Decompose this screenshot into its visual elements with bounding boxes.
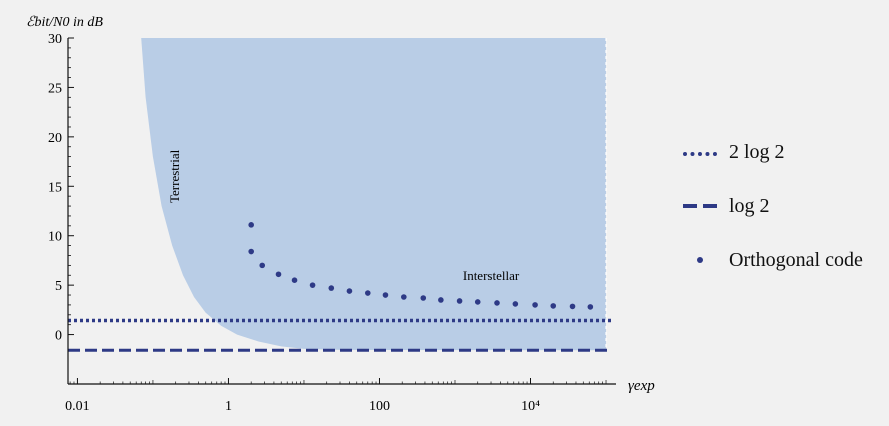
region-label-terrestrial: Terrestrial: [167, 149, 182, 203]
point-orthogonal-6: [328, 285, 335, 291]
y-tick-label-10: 10: [48, 230, 62, 245]
point-orthogonal-20: [587, 304, 594, 310]
point-orthogonal-12: [438, 297, 444, 303]
region-label-interstellar: Interstellar: [463, 268, 520, 283]
point-orthogonal-0: [248, 222, 254, 228]
point-orthogonal-8: [364, 290, 371, 296]
x-tick-label: 10⁴: [521, 399, 540, 414]
point-orthogonal-10: [401, 294, 407, 300]
x-tick-label: 1: [225, 399, 232, 414]
point-orthogonal-5: [309, 282, 316, 288]
legend-item-log2: log 2: [683, 192, 883, 220]
point-orthogonal-7: [346, 288, 353, 294]
point-orthogonal-16: [512, 301, 519, 307]
y-tick-label-5: 5: [55, 279, 62, 294]
legend-label-orthogonal: Orthogonal code: [729, 248, 863, 271]
y-tick-label-25: 25: [48, 81, 62, 96]
x-tick-label: 100: [369, 399, 390, 414]
point-orthogonal-11: [420, 295, 427, 301]
legend-item-orthogonal: Orthogonal code: [683, 246, 883, 274]
y-tick-label-20: 20: [48, 131, 62, 146]
point-orthogonal-4: [291, 277, 298, 284]
legend-swatch-dashed: [683, 204, 717, 208]
point-orthogonal-18: [550, 303, 557, 309]
point-orthogonal-1: [248, 248, 254, 255]
point-orthogonal-9: [382, 292, 389, 298]
point-orthogonal-17: [532, 302, 538, 308]
legend-swatch-dotted: [683, 152, 717, 156]
point-orthogonal-2: [259, 262, 266, 269]
y-tick-label-15: 15: [48, 180, 62, 195]
point-orthogonal-13: [456, 298, 463, 304]
x-tick-label: 0.01: [65, 399, 90, 414]
y-tick-label-30: 30: [48, 32, 62, 47]
achievable-region: [141, 38, 606, 351]
legend-label-2log2: 2 log 2: [729, 140, 785, 163]
point-orthogonal-3: [275, 271, 282, 278]
legend-swatch-point: [683, 255, 717, 265]
point-orthogonal-14: [474, 299, 481, 305]
x-axis-label: γexp: [628, 378, 655, 394]
legend: 2 log 2 log 2 Orthogonal code: [683, 138, 883, 300]
point-orthogonal-19: [569, 303, 576, 310]
y-axis-label: ℰbit/N0 in dB: [26, 15, 103, 30]
legend-label-log2: log 2: [729, 194, 770, 217]
legend-item-2log2: 2 log 2: [683, 138, 883, 166]
point-orthogonal-15: [494, 300, 500, 306]
y-tick-label-0: 0: [55, 329, 62, 344]
